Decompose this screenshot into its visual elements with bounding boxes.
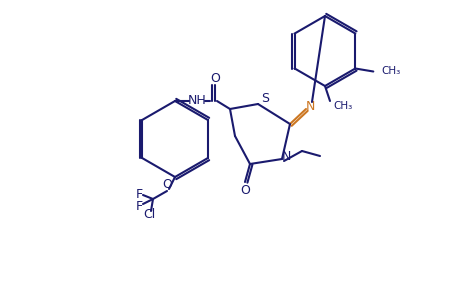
Text: N: N — [281, 150, 290, 162]
Text: O: O — [162, 178, 172, 191]
Text: O: O — [239, 184, 250, 196]
Text: F: F — [135, 200, 142, 212]
Text: S: S — [260, 91, 269, 104]
Text: NH: NH — [187, 95, 206, 107]
Text: Cl: Cl — [143, 207, 155, 221]
Text: O: O — [210, 72, 219, 84]
Text: CH₃: CH₃ — [332, 101, 351, 111]
Text: CH₃: CH₃ — [381, 67, 400, 77]
Text: N: N — [305, 100, 314, 113]
Text: F: F — [135, 187, 142, 200]
